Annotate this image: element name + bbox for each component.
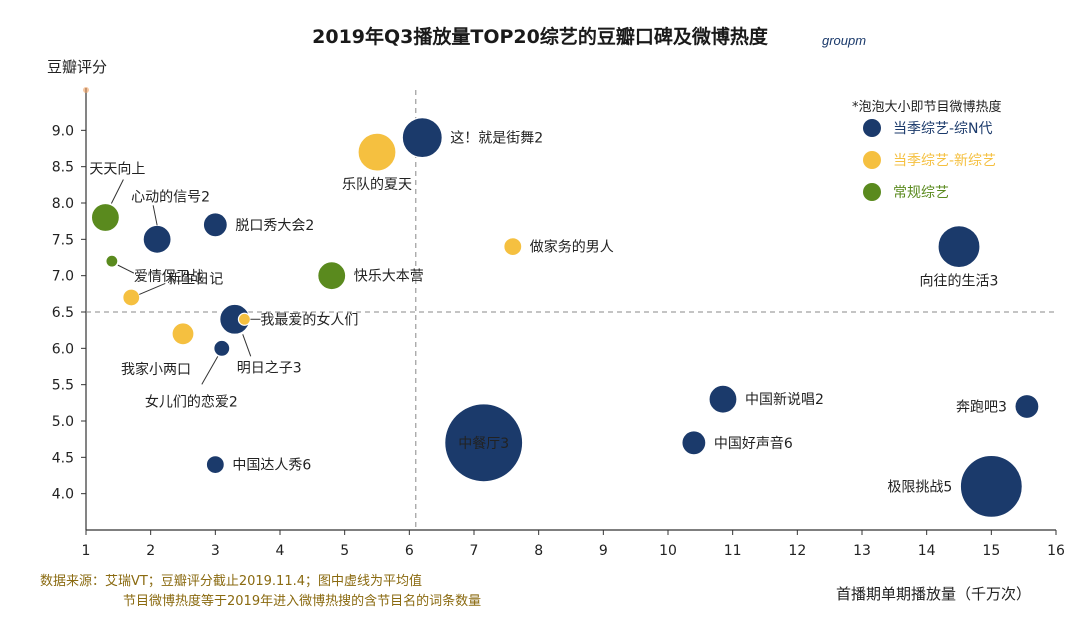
x-tick-label: 15 [982,543,1000,559]
label-leader-line [201,356,219,385]
x-tick-label: 10 [659,543,677,559]
bubble-new [357,132,397,172]
x-tick-label: 13 [853,543,871,559]
x-tick-label: 11 [724,543,742,559]
label-leader-line [152,205,158,226]
bubble-label: 中国达人秀6 [232,458,311,474]
y-tick-label: 6.0 [52,341,74,357]
bubble-regular [317,261,347,291]
x-tick-label: 6 [405,543,414,559]
bubble-nseason [142,224,172,254]
bubble-label: 这！就是街舞2 [450,130,543,147]
brand-logo: groupm [822,33,867,48]
y-axis-label: 豆瓣评分 [47,58,108,76]
bubble-nseason [959,454,1023,518]
bubble-label: 新生日记 [167,271,223,287]
x-axis-label: 首播期单期播放量（千万次） [836,585,1032,603]
bubble-label: 极限挑战5 [887,479,952,495]
y-tick-label: 8.5 [52,160,74,176]
bubble-new [122,288,141,307]
bubble-label: 天天向上 [89,162,145,178]
bubble-regular [105,254,119,268]
y-tick-label: 4.5 [52,450,74,466]
bubble-label: 明日之子3 [237,360,302,376]
x-tick-label: 16 [1047,543,1065,559]
bubble-nseason [1014,393,1040,420]
label-leader-line [117,264,135,274]
bubble-label: 女儿们的恋爱2 [145,393,238,410]
bubble-label: 中国好声音6 [714,435,793,452]
bubble-nseason [205,455,225,475]
x-tick-label: 2 [146,543,155,559]
x-tick-label: 9 [599,543,608,559]
bubble-nseason [937,225,981,269]
bubble-nseason [213,339,231,357]
bubble-label: 做家务的男人 [530,239,614,256]
bubble-label: 乐队的夏天 [342,177,412,193]
y-tick-label: 6.5 [52,305,74,321]
label-leader-line [242,334,252,357]
bubble-regular [90,202,121,233]
label-leader-line [110,179,124,204]
x-tick-label: 5 [340,543,349,559]
bubble-new [503,237,523,257]
y-tick-label: 4.0 [52,487,74,503]
y-tick-label: 5.5 [52,378,74,394]
axis-origin-mark [83,87,89,93]
bubble-nseason [202,212,228,238]
bubble-new [171,322,195,346]
y-tick-label: 7.5 [52,232,74,248]
y-tick-label: 7.0 [52,269,74,285]
x-tick-label: 8 [534,543,543,559]
y-tick-label: 8.0 [52,196,74,212]
legend-label-new: 当季综艺-新综艺 [893,153,996,169]
bubble-label: 脱口秀大会2 [235,218,314,234]
legend-label-regular: 常规综艺 [893,185,949,201]
x-tick-label: 4 [276,543,285,559]
heat-definition-note: 节目微博热度等于2019年进入微博热搜的含节目名的词条数量 [123,594,482,609]
bubble-label: 心动的信号2 [131,189,210,205]
y-tick-label: 5.0 [52,414,74,430]
legend-label-nseason: 当季综艺-综N代 [893,121,993,137]
legend-swatch-regular [863,183,881,201]
bubble-label: 爱情保卫战 [134,269,204,285]
x-tick-label: 12 [788,543,806,559]
x-tick-label: 3 [211,543,220,559]
bubble-label: 向往的生活3 [920,274,999,290]
bubble-label: 中餐厅3 [458,436,509,452]
bubble-new [237,312,252,326]
bubble-label: 快乐大本营 [354,269,424,285]
x-tick-label: 1 [82,543,91,559]
label-leader-line [139,283,166,295]
legend-swatch-nseason [863,119,881,137]
bubble-nseason [401,117,443,159]
bubble-label: 我最爱的女人们 [260,311,358,328]
legend-size-note: *泡泡大小即节目微博热度 [852,99,1002,115]
y-tick-label: 9.0 [52,123,74,139]
source-note: 数据来源：艾瑞VT；豆瓣评分截止2019.11.4；图中虚线为平均值 [40,574,422,589]
legend-swatch-new [863,151,881,169]
bubble-label: 奔跑吧3 [956,399,1007,415]
bubble-nseason [681,430,707,456]
chart-title: 2019年Q3播放量TOP20综艺的豆瓣口碑及微博热度 [312,26,768,48]
bubble-label: 我家小两口 [121,361,191,378]
x-tick-label: 14 [918,543,936,559]
bubble-nseason [444,403,524,483]
bubble-label: 中国新说唱2 [745,392,824,408]
x-tick-label: 7 [470,543,479,559]
bubble-nseason [708,384,738,414]
